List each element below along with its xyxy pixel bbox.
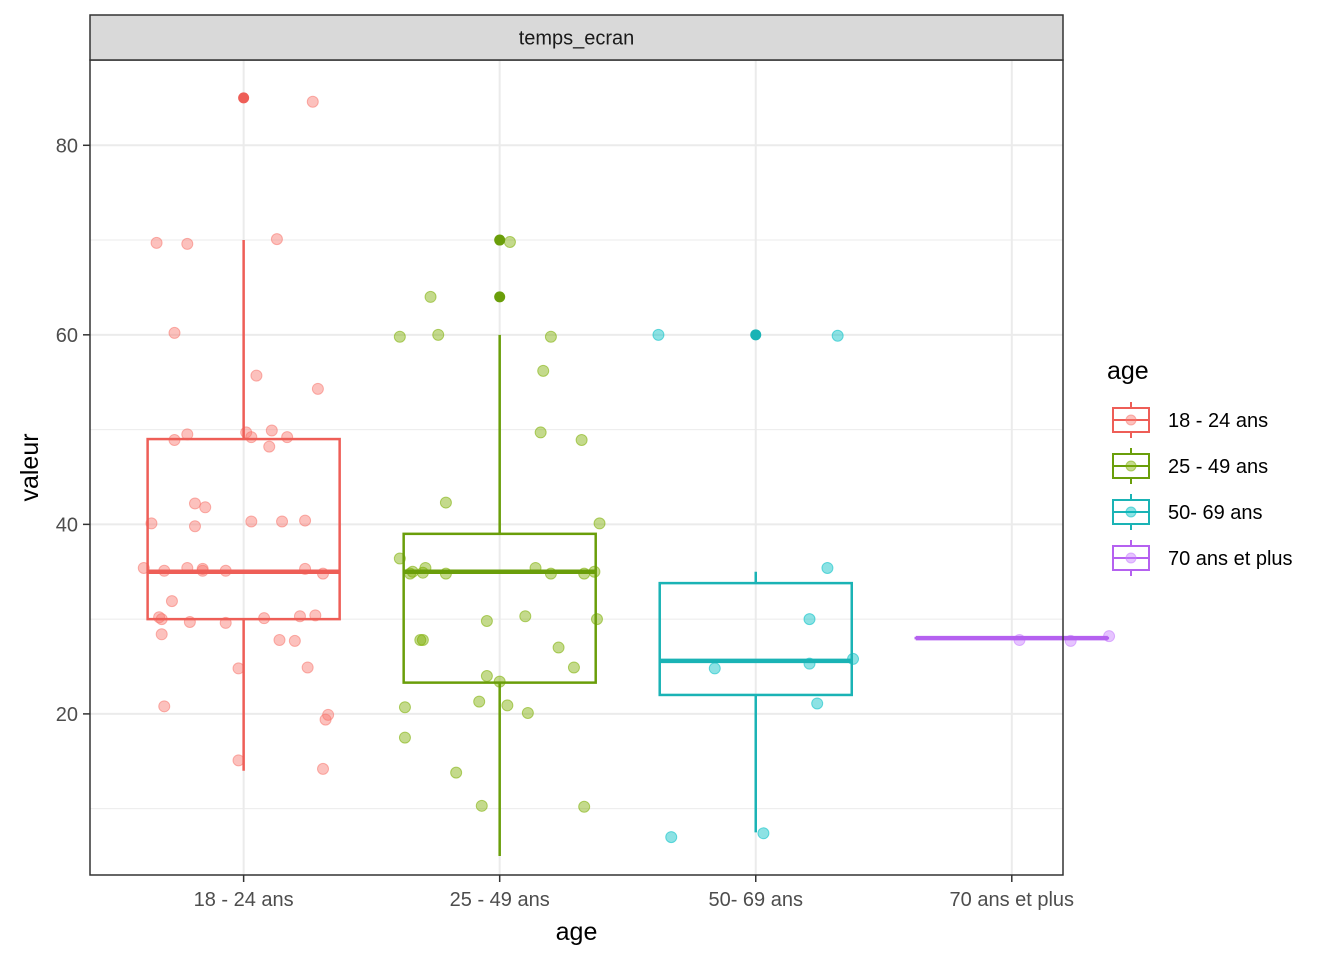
jitter-point (757, 827, 770, 840)
x-axis: 18 - 24 ans 25 - 49 ans 50- 69 ans 70 ans e… (194, 875, 1074, 911)
jitter-point (544, 330, 557, 343)
jitter-point (245, 431, 258, 444)
outlier-point (494, 234, 506, 246)
jitter-point (473, 695, 486, 708)
legend: age 18 - 24 ans 25 - 49 ans 50- 69 ans 70 a… (1107, 357, 1293, 576)
jitter-point (475, 799, 488, 812)
y-tick-label: 80 (56, 135, 78, 157)
jitter-point (503, 235, 516, 248)
jitter-point (501, 699, 514, 712)
jitter-point (155, 628, 168, 641)
jitter-point (416, 633, 429, 646)
jitter-point (265, 424, 278, 437)
jitter-point (232, 754, 245, 767)
outlier-point (494, 291, 506, 303)
jitter-point (521, 706, 534, 719)
jitter-point (319, 713, 332, 726)
y-axis-title: valeur (16, 433, 44, 501)
jitter-point (317, 762, 330, 775)
jitter-point (811, 697, 824, 710)
jitter-point (270, 233, 283, 246)
jitter-point (665, 831, 678, 844)
jitter-point (439, 496, 452, 509)
jitter-point (393, 330, 406, 343)
jitter-point (281, 431, 294, 444)
jitter-point (311, 382, 324, 395)
jitter-point (578, 800, 591, 813)
jitter-point (301, 661, 314, 674)
box-iqr (658, 581, 854, 697)
plot-panel (89, 59, 1116, 876)
jitter-point (398, 701, 411, 714)
y-tick-label: 40 (56, 514, 78, 536)
jitter-point (652, 328, 665, 341)
x-tick-label: 50- 69 ans (708, 889, 803, 911)
legend-item: 70 ans et plus (1112, 540, 1293, 576)
x-tick-label: 18 - 24 ans (194, 889, 294, 911)
jitter-point (199, 501, 212, 514)
x-tick-label: 70 ans et plus (950, 889, 1075, 911)
jitter-point (537, 364, 550, 377)
jitter-point (590, 613, 603, 626)
facet-strip-label: temps_ecran (519, 28, 635, 50)
jitter-point (398, 731, 411, 744)
outlier-point (750, 329, 762, 341)
legend-key-point (1125, 460, 1137, 472)
jitter-point (273, 633, 286, 646)
facet-strip-background (89, 14, 1064, 61)
jitter-point (299, 514, 312, 527)
jitter-point (188, 497, 201, 510)
jitter-point (165, 595, 178, 608)
jitter-point (803, 613, 816, 626)
legend-item: 18 - 24 ans (1112, 402, 1268, 438)
jitter-point (245, 515, 258, 528)
legend-item: 50- 69 ans (1112, 494, 1263, 530)
jitter-point (232, 662, 245, 675)
jitter-point (288, 634, 301, 647)
legend-label: 50- 69 ans (1168, 502, 1263, 524)
jitter-point (821, 561, 834, 574)
legend-label: 70 ans et plus (1168, 548, 1293, 570)
x-tick-label: 25 - 49 ans (450, 889, 550, 911)
jitter-point (432, 328, 445, 341)
jitter-point (567, 661, 580, 674)
jitter-point (831, 329, 844, 342)
box-iqr (402, 532, 597, 684)
legend-item: 25 - 49 ans (1112, 448, 1268, 484)
legend-title: age (1107, 357, 1149, 385)
jitter-point (519, 610, 532, 623)
legend-label: 25 - 49 ans (1168, 456, 1268, 478)
jitter-point (150, 236, 163, 249)
jitter-point (575, 434, 588, 447)
legend-label: 18 - 24 ans (1168, 410, 1268, 432)
panel-background (90, 60, 1063, 875)
facet-strip: temps_ecran (89, 14, 1064, 61)
y-axis: 20 40 60 80 (56, 135, 90, 726)
jitter-point (250, 369, 263, 382)
outlier-point (238, 92, 250, 104)
jitter-point (263, 440, 276, 453)
legend-key-point (1125, 506, 1137, 518)
y-tick-label: 20 (56, 704, 78, 726)
jitter-point (168, 326, 181, 339)
jitter-point (188, 520, 201, 533)
legend-key-point (1125, 552, 1137, 564)
box-iqr (146, 437, 341, 621)
jitter-point (424, 290, 437, 303)
jitter-point (480, 669, 493, 682)
jitter-point (708, 662, 721, 675)
jitter-point (450, 766, 463, 779)
jitter-point (552, 641, 565, 654)
jitter-point (276, 515, 289, 528)
y-tick-label: 60 (56, 325, 78, 347)
jitter-point (306, 95, 319, 108)
jitter-point (534, 426, 547, 439)
jitter-point (181, 237, 194, 250)
jitter-point (158, 700, 171, 713)
jitter-point (593, 517, 606, 530)
jitter-point (480, 615, 493, 628)
x-axis-title: age (556, 918, 598, 946)
legend-key-point (1125, 414, 1137, 426)
